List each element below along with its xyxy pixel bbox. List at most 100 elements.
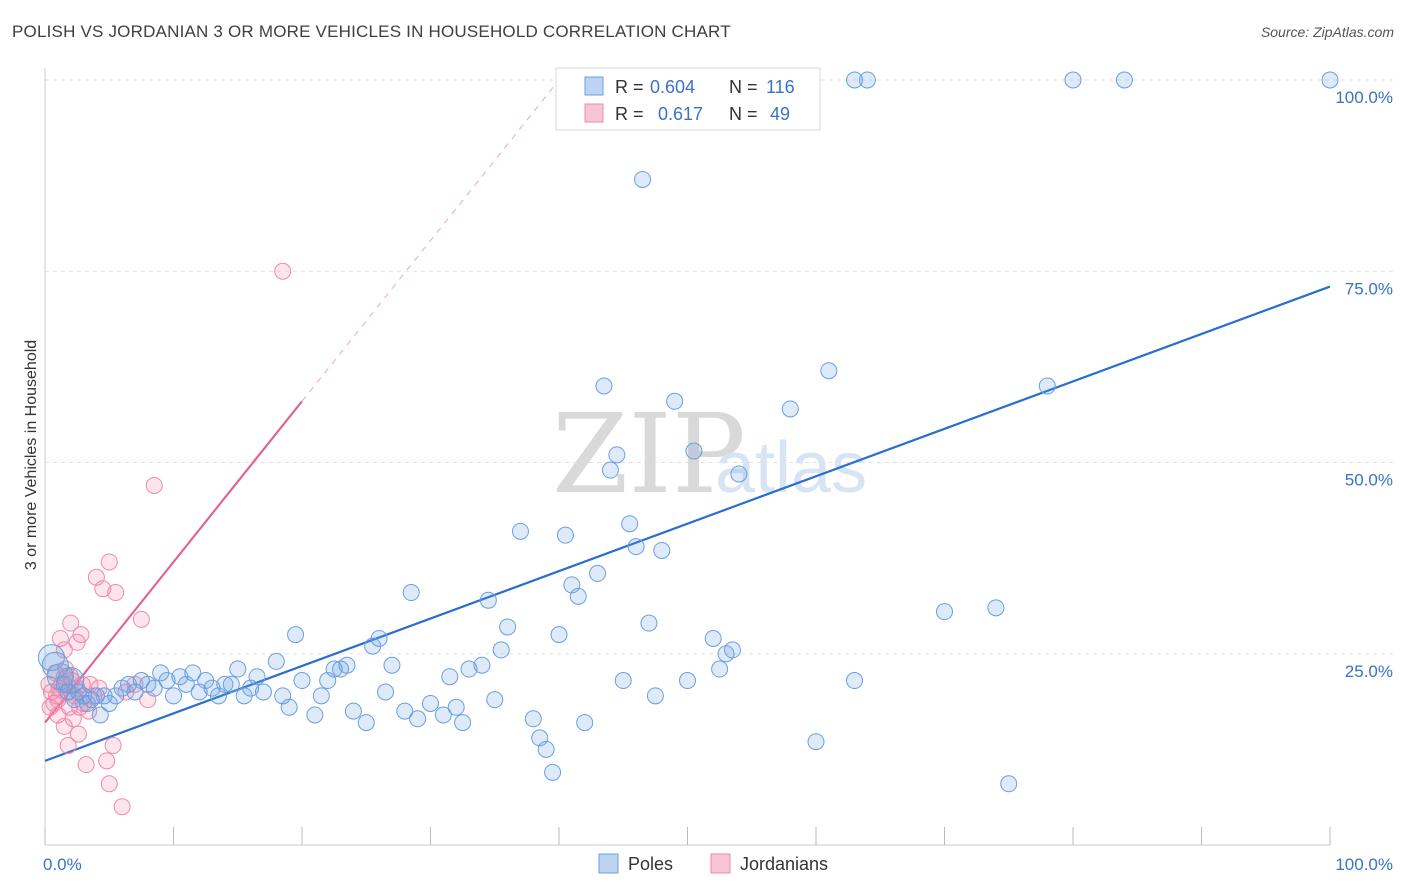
jordanians-point-16 bbox=[72, 626, 90, 644]
poles-point-27 bbox=[184, 664, 202, 682]
legend-swatch-jordanians bbox=[584, 103, 604, 123]
poles-point-39 bbox=[267, 652, 285, 670]
watermark-atlas: atlas bbox=[715, 428, 867, 508]
jordanians-trend-line bbox=[44, 400, 303, 724]
poles-point-83 bbox=[608, 446, 626, 464]
poles-point-78 bbox=[569, 587, 587, 605]
poles-point-105 bbox=[1000, 775, 1018, 793]
poles-point-53 bbox=[370, 629, 388, 647]
poles-point-57 bbox=[402, 584, 420, 602]
poles-point-95 bbox=[711, 660, 729, 678]
jordanians-point-36 bbox=[59, 737, 77, 755]
poles-point-70 bbox=[511, 522, 529, 540]
poles-point-60 bbox=[434, 706, 452, 724]
poles-point-44 bbox=[306, 706, 324, 724]
bottom-legend-label-jordanians: Jordanians bbox=[740, 854, 828, 874]
poles-point-37 bbox=[248, 668, 266, 686]
trend-lines bbox=[44, 79, 1331, 762]
poles-point-34 bbox=[229, 660, 247, 678]
poles-point-101 bbox=[820, 362, 838, 380]
poles-point-38 bbox=[254, 683, 272, 701]
poles-point-45 bbox=[312, 687, 330, 705]
poles-point-50 bbox=[344, 702, 362, 720]
jordanians-trend-extension bbox=[301, 79, 560, 402]
poles-point-76 bbox=[556, 526, 574, 544]
poles-point-55 bbox=[383, 656, 401, 674]
poles-point-54 bbox=[377, 683, 395, 701]
poles-point-74 bbox=[544, 763, 562, 781]
poles-point-62 bbox=[447, 698, 465, 716]
x-tick-label-max: 100.0% bbox=[1335, 855, 1393, 874]
jordanians-point-12 bbox=[51, 629, 69, 647]
legend-n-label-poles: N = bbox=[729, 77, 758, 97]
poles-point-65 bbox=[473, 656, 491, 674]
poles-point-23 bbox=[158, 672, 176, 690]
jordanians-point-26 bbox=[107, 584, 125, 602]
poles-point-102 bbox=[846, 672, 864, 690]
poles-point-99 bbox=[781, 400, 799, 418]
bottom-legend-label-poles: Poles bbox=[628, 854, 673, 874]
poles-point-104 bbox=[987, 599, 1005, 617]
poles-point-24 bbox=[165, 687, 182, 705]
jordanians-point-32 bbox=[132, 610, 150, 628]
jordanians-point-33 bbox=[145, 476, 163, 494]
chart-source: Source: ZipAtlas.com bbox=[1260, 24, 1394, 40]
poles-point-82 bbox=[601, 461, 619, 479]
poles-point-21 bbox=[145, 679, 163, 697]
chart-title: POLISH VS JORDANIAN 3 OR MORE VEHICLES I… bbox=[12, 22, 731, 41]
poles-point-75 bbox=[550, 626, 568, 644]
poles-point-84 bbox=[614, 672, 632, 690]
poles-point-90 bbox=[653, 541, 671, 559]
poles-point-100 bbox=[807, 733, 825, 751]
jordanians-point-30 bbox=[100, 775, 118, 793]
gridlines bbox=[45, 79, 1395, 655]
watermark-zip: ZIP bbox=[552, 390, 746, 518]
jordanians-point-24 bbox=[94, 580, 112, 598]
poles-point-91 bbox=[666, 392, 684, 410]
poles-point-12 bbox=[91, 706, 109, 724]
jordanians-point-47 bbox=[274, 262, 292, 280]
poles-point-58 bbox=[409, 710, 427, 728]
poles-point-61 bbox=[441, 668, 459, 686]
poles-point-68 bbox=[492, 641, 510, 659]
poles-point-93 bbox=[685, 442, 703, 460]
y-tick-labels: 25.0% 50.0% 75.0% 100.0% bbox=[1335, 88, 1393, 681]
poles-point-103 bbox=[936, 603, 953, 621]
poles-point-63 bbox=[454, 714, 472, 732]
legend-n-label-jordanians: N = bbox=[729, 104, 758, 124]
poles-point-42 bbox=[287, 626, 305, 644]
jordanians-point-14 bbox=[62, 614, 80, 632]
watermark: ZIP atlas bbox=[552, 390, 867, 518]
poles-point-6 bbox=[66, 691, 84, 709]
y-axis-title: 3 or more Vehicles in Household bbox=[23, 340, 40, 570]
poles-point-67 bbox=[486, 691, 504, 709]
poles-point-32 bbox=[216, 675, 234, 693]
jordanians-point-29 bbox=[104, 737, 122, 755]
jordanians-point-25 bbox=[100, 553, 118, 571]
poles-point-80 bbox=[589, 564, 607, 582]
y-tick-label-3: 100.0% bbox=[1335, 88, 1393, 107]
poles-point-43 bbox=[293, 672, 311, 690]
poles-point-88 bbox=[640, 614, 658, 632]
poles-points bbox=[37, 71, 1339, 793]
jordanians-points bbox=[40, 262, 292, 816]
y-tick-label-2: 75.0% bbox=[1345, 279, 1393, 298]
poles-point-8 bbox=[75, 687, 93, 705]
legend-r-label-poles: R = bbox=[615, 77, 644, 97]
poles-point-41 bbox=[280, 698, 298, 716]
poles-point-69 bbox=[499, 618, 517, 636]
poles-point-89 bbox=[646, 687, 664, 705]
legend-swatch-poles bbox=[584, 76, 604, 96]
bottom-legend: Poles Jordanians bbox=[598, 853, 828, 874]
y-tick-label-0: 25.0% bbox=[1345, 662, 1393, 681]
jordanians-point-20 bbox=[69, 725, 87, 743]
poles-point-106 bbox=[1038, 377, 1056, 395]
poles-point-94 bbox=[704, 629, 722, 647]
poles-point-49 bbox=[338, 656, 356, 674]
poles-point-111 bbox=[1115, 71, 1133, 89]
poles-point-98 bbox=[730, 465, 748, 483]
legend-r-label-jordanians: R = bbox=[615, 104, 644, 124]
poles-point-33 bbox=[222, 675, 240, 693]
poles-point-59 bbox=[422, 694, 439, 712]
poles-point-81 bbox=[595, 377, 613, 395]
